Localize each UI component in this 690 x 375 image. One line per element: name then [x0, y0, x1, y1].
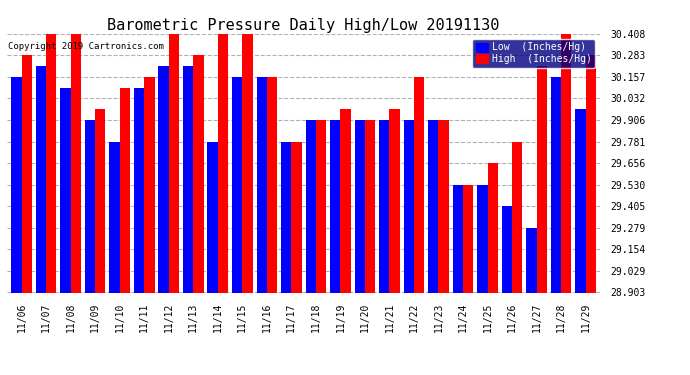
Bar: [291, 141, 302, 375]
Bar: [60, 88, 70, 375]
Bar: [119, 88, 130, 375]
Bar: [379, 120, 389, 375]
Legend: Low  (Inches/Hg), High  (Inches/Hg): Low (Inches/Hg), High (Inches/Hg): [472, 39, 595, 68]
Bar: [330, 120, 340, 375]
Bar: [428, 120, 438, 375]
Bar: [144, 77, 155, 375]
Bar: [257, 77, 267, 375]
Bar: [85, 120, 95, 375]
Bar: [46, 34, 57, 375]
Bar: [551, 77, 561, 375]
Bar: [169, 34, 179, 375]
Bar: [512, 141, 522, 375]
Bar: [526, 228, 537, 375]
Bar: [95, 109, 106, 375]
Bar: [537, 66, 547, 375]
Bar: [159, 66, 169, 375]
Bar: [404, 120, 414, 375]
Bar: [306, 120, 316, 375]
Bar: [561, 34, 571, 375]
Bar: [502, 206, 512, 375]
Bar: [267, 77, 277, 375]
Bar: [218, 34, 228, 375]
Bar: [11, 77, 21, 375]
Bar: [340, 109, 351, 375]
Bar: [575, 109, 586, 375]
Text: Copyright 2019 Cartronics.com: Copyright 2019 Cartronics.com: [8, 42, 164, 51]
Bar: [477, 185, 488, 375]
Bar: [232, 77, 242, 375]
Bar: [208, 141, 218, 375]
Bar: [453, 185, 463, 375]
Bar: [463, 185, 473, 375]
Bar: [281, 141, 291, 375]
Title: Barometric Pressure Daily High/Low 20191130: Barometric Pressure Daily High/Low 20191…: [108, 18, 500, 33]
Bar: [193, 55, 204, 375]
Bar: [414, 77, 424, 375]
Bar: [316, 120, 326, 375]
Bar: [110, 141, 119, 375]
Bar: [36, 66, 46, 375]
Bar: [365, 120, 375, 375]
Bar: [586, 55, 596, 375]
Bar: [438, 120, 449, 375]
Bar: [21, 55, 32, 375]
Bar: [183, 66, 193, 375]
Bar: [488, 163, 497, 375]
Bar: [242, 34, 253, 375]
Bar: [134, 88, 144, 375]
Bar: [70, 34, 81, 375]
Bar: [389, 109, 400, 375]
Bar: [355, 120, 365, 375]
